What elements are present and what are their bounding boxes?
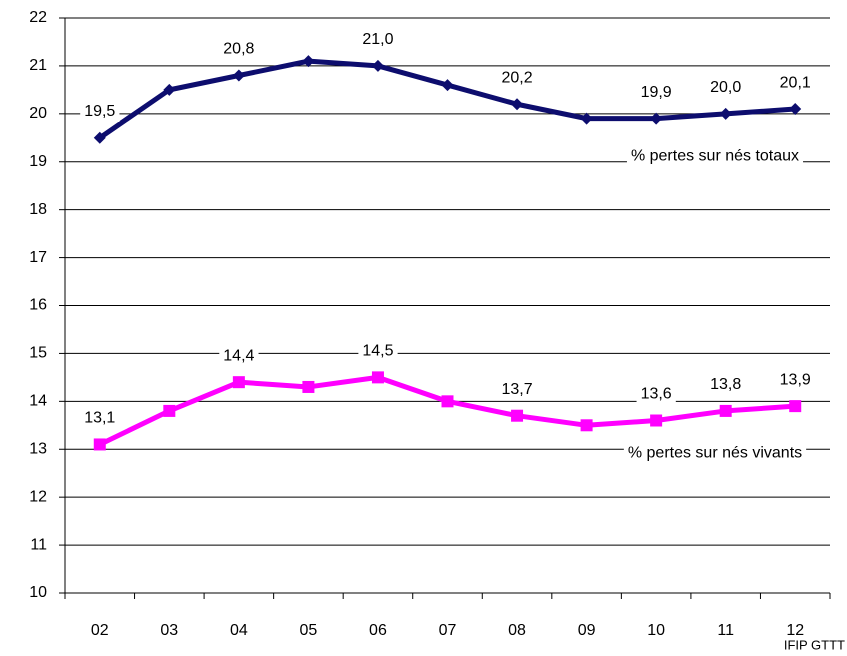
source: IFIP GTTT xyxy=(784,637,845,652)
marker xyxy=(93,438,106,451)
y-tick-label: 15 xyxy=(29,345,47,362)
marker xyxy=(511,409,524,422)
marker xyxy=(789,103,802,116)
marker xyxy=(719,107,732,120)
series-label-bg xyxy=(626,145,804,167)
data-label-bg xyxy=(775,369,815,391)
data-label-bg xyxy=(80,407,120,429)
marker xyxy=(789,400,802,413)
series-line xyxy=(98,58,796,140)
data-label: 20,2 xyxy=(501,69,532,86)
data-label-bg xyxy=(497,67,537,89)
marker xyxy=(511,98,524,111)
y-tick-label: 14 xyxy=(29,393,47,410)
y-tick-label: 12 xyxy=(29,488,47,505)
marker xyxy=(232,69,245,82)
data-label: 20,0 xyxy=(710,79,741,96)
y-tick-label: 22 xyxy=(29,9,47,26)
x-tick-label: 06 xyxy=(369,622,387,639)
series-label: % pertes sur nés vivants xyxy=(628,444,802,461)
y-tick-label: 10 xyxy=(29,584,47,601)
marker xyxy=(580,112,593,125)
marker xyxy=(441,395,454,408)
y-tick-label: 13 xyxy=(29,440,47,457)
marker xyxy=(302,55,315,68)
marker xyxy=(650,112,663,125)
marker xyxy=(302,380,315,393)
x-tick-label: 07 xyxy=(439,622,457,639)
x-tick-label: 12 xyxy=(786,622,804,639)
marker xyxy=(371,59,384,72)
data-label-bg xyxy=(636,81,676,103)
x-tick-label: 04 xyxy=(230,622,248,639)
marker xyxy=(580,419,593,432)
data-label-bg xyxy=(775,72,815,94)
y-tick-label: 11 xyxy=(30,536,47,553)
data-label-bg xyxy=(706,374,746,396)
data-label: 14,5 xyxy=(362,343,393,360)
data-label: 13,7 xyxy=(501,381,532,398)
x-tick-label: 05 xyxy=(300,622,318,639)
y-tick-label: 19 xyxy=(29,153,47,170)
x-tick-label: 02 xyxy=(91,622,109,639)
data-label: 13,6 xyxy=(641,386,672,403)
data-label: 14,4 xyxy=(223,347,254,364)
x-tick-label: 11 xyxy=(717,622,734,639)
x-tick-label: 10 xyxy=(647,622,665,639)
series-line xyxy=(98,374,796,447)
y-tick-label: 20 xyxy=(29,105,47,122)
data-label-bg xyxy=(358,29,398,51)
x-tick-label: 03 xyxy=(160,622,178,639)
data-label: 20,1 xyxy=(780,74,811,91)
y-tick-label: 21 xyxy=(29,57,47,74)
x-tick-label: 08 xyxy=(508,622,526,639)
series-label: % pertes sur nés totaux xyxy=(631,147,799,164)
y-tick-label: 18 xyxy=(29,201,47,218)
data-label-bg xyxy=(80,101,120,123)
marker xyxy=(371,371,384,384)
marker xyxy=(232,376,245,389)
marker xyxy=(650,414,663,427)
data-label: 19,5 xyxy=(84,103,115,120)
data-label: 13,8 xyxy=(710,376,741,393)
marker xyxy=(163,83,176,96)
data-label-bg xyxy=(219,345,259,367)
data-label-bg xyxy=(497,378,537,400)
marker xyxy=(93,131,106,144)
data-label: 13,1 xyxy=(84,410,115,427)
data-label-bg xyxy=(636,383,676,405)
data-label: 21,0 xyxy=(362,31,393,48)
data-label-bg xyxy=(706,77,746,99)
data-label-bg xyxy=(358,340,398,362)
marker xyxy=(163,404,176,417)
data-label: 13,9 xyxy=(780,371,811,388)
x-tick-label: 09 xyxy=(578,622,596,639)
data-label-bg xyxy=(219,38,259,60)
y-tick-label: 16 xyxy=(29,297,47,314)
data-label: 19,9 xyxy=(641,84,672,101)
data-label: 20,8 xyxy=(223,41,254,58)
marker xyxy=(441,79,454,92)
y-tick-label: 17 xyxy=(29,249,47,266)
marker xyxy=(719,404,732,417)
series-label-bg xyxy=(623,442,807,464)
